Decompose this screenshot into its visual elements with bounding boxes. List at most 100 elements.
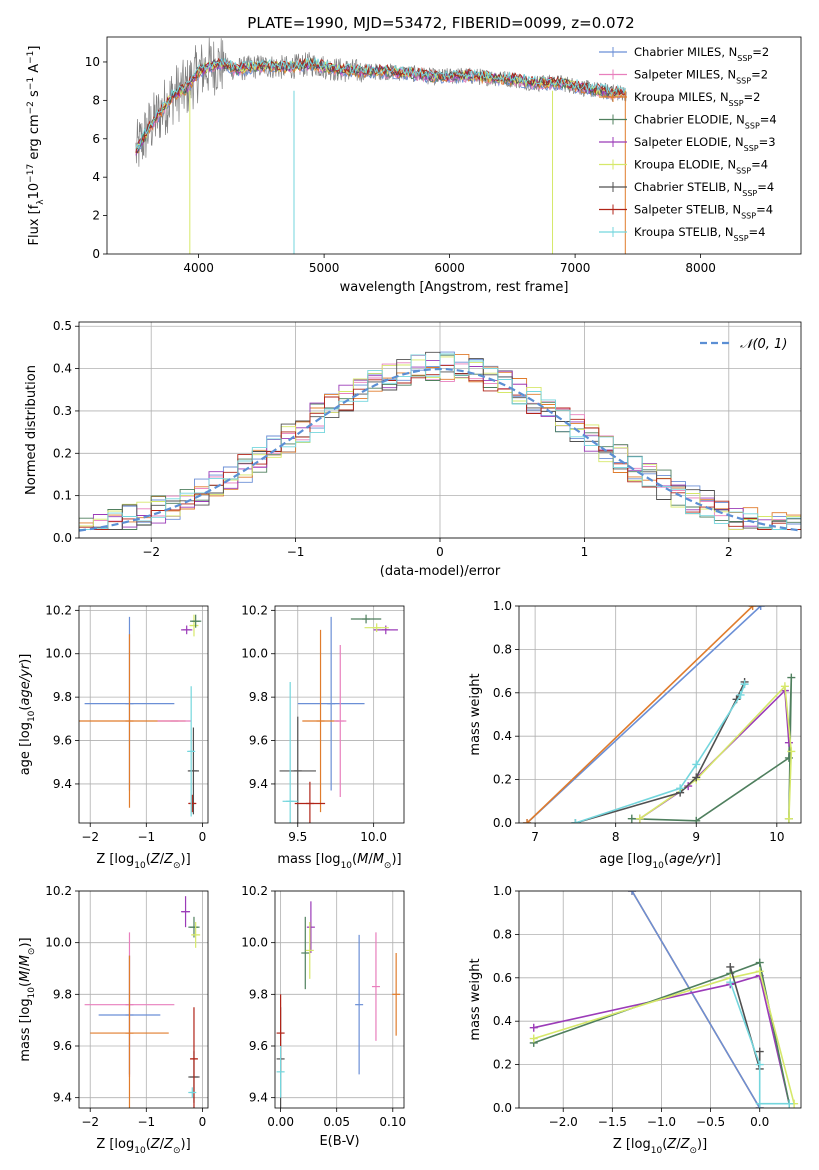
- age-vs-Z-panel: −2 −1 0 9.4 9.6 9.8 10.0 10.2 Z [log10(Z/Z⊙)] age…: [18, 603, 209, 871]
- axes-frame: [518, 890, 802, 1109]
- axes-frame: [518, 605, 802, 824]
- legend-label: Chabrier MILES, NSSP=2: [634, 45, 769, 63]
- mass-weight-vs-Z-panel: −2.0 −1.5 −1.0 −0.5 0.0 0.0 0.2 0.4 0.6 0.8 1.0 mas…: [468, 884, 802, 1156]
- errorbar-point: [181, 896, 191, 928]
- age-vs-mass-panel: 9.5 10.0 9.4 9.6 9.8 10.0 10.2 mass [log10(M/M⊙…: [241, 603, 405, 871]
- errorbar-point: [364, 623, 389, 633]
- y-tick-label: 0.4: [53, 362, 72, 376]
- errorbar-point: [306, 901, 315, 953]
- errorbar-point: [301, 916, 310, 990]
- errorbar-point: [350, 614, 382, 624]
- gaussian-curve: [79, 367, 801, 532]
- y-tick-label: 9.4: [53, 777, 72, 791]
- errorbar-point: [373, 625, 398, 635]
- axes-frame: [274, 605, 405, 824]
- y-tick-label: 1.0: [493, 884, 512, 898]
- axes-frame: [78, 605, 209, 824]
- x-tick-label: 9: [692, 830, 700, 844]
- x-tick-label: 10.0: [360, 830, 387, 844]
- x-tick-label: −1: [137, 1115, 155, 1129]
- y-tick-label: 0: [92, 247, 100, 261]
- mass-weight-lines: [529, 891, 799, 1108]
- y-axis-label: mass weight: [468, 673, 483, 755]
- legend-label: Chabrier STELIB, NSSP=4: [634, 180, 774, 198]
- axes-frame: [78, 890, 209, 1109]
- plus-marker: [755, 958, 764, 967]
- y-tick-label: 9.8: [53, 987, 72, 1001]
- x-tick-label: 0.00: [267, 1115, 294, 1129]
- y-tick-label: 0.2: [53, 446, 72, 460]
- plus-marker: [787, 747, 796, 756]
- x-tick-label: 1: [581, 545, 589, 559]
- plus-marker: [627, 814, 636, 823]
- x-tick-label: 7: [531, 830, 539, 844]
- x-axis-label: (data-model)/error: [380, 564, 501, 579]
- x-axis-label: Z [log10(Z/Z⊙)]: [96, 1137, 190, 1156]
- y-axis-label: mass weight: [468, 958, 483, 1040]
- mass-weight-vs-age-panel: 7 8 9 10 0.0 0.2 0.4 0.6 0.8 1.0 mass weight age [l…: [468, 599, 802, 871]
- errorbar-point: [355, 934, 364, 1075]
- plus-marker: [784, 814, 793, 823]
- y-tick-label: 9.4: [249, 777, 268, 791]
- y-tick-label: 9.8: [249, 987, 268, 1001]
- y-tick-label: 0.1: [53, 489, 72, 503]
- plus-marker: [529, 1023, 538, 1032]
- plus-marker: [676, 784, 685, 793]
- x-tick-label: 4000: [183, 261, 214, 275]
- x-axis-label: age [log10(age/yr)]: [599, 852, 721, 871]
- x-tick-label: 6000: [434, 261, 465, 275]
- y-tick-label: 10: [85, 55, 100, 69]
- y-tick-label: 0.3: [53, 404, 72, 418]
- y-tick-label: 0.2: [493, 773, 512, 787]
- spectrum-lines: [135, 37, 627, 254]
- y-tick-label: 9.4: [53, 1091, 72, 1105]
- y-tick-label: 9.6: [53, 734, 72, 748]
- y-tick-label: 10.0: [45, 936, 72, 950]
- y-tick-label: 1.0: [493, 599, 512, 613]
- y-tick-label: 0.0: [53, 531, 72, 545]
- plus-marker: [726, 978, 735, 987]
- errorbar-point: [187, 686, 196, 817]
- legend-label: 𝒩(0, 1): [740, 337, 787, 352]
- plus-marker: [756, 606, 765, 610]
- mass-weight-series: [639, 688, 790, 820]
- histogram-series: [79, 353, 801, 530]
- legend-label: Salpeter STELIB, NSSP=4: [634, 203, 773, 221]
- errorbar-point: [90, 955, 169, 1108]
- errorbars: [84, 896, 201, 1108]
- axes-frame: [274, 890, 405, 1109]
- errorbar-point: [188, 1087, 197, 1098]
- plus-marker: [692, 816, 701, 823]
- plus-marker: [755, 1047, 764, 1056]
- model-spectrum: [135, 61, 626, 151]
- plus-marker: [726, 962, 735, 971]
- legend-label: Kroupa STELIB, NSSP=4: [634, 225, 765, 243]
- model-spectrum: [135, 59, 626, 155]
- x-tick-label: −1: [287, 545, 305, 559]
- legend-label: Kroupa MILES, NSSP=2: [634, 90, 760, 108]
- errorbar-point: [279, 716, 316, 823]
- x-tick-label: 0.10: [379, 1115, 406, 1129]
- y-tick-label: 0.6: [493, 971, 512, 985]
- chart-title: PLATE=1990, MJD=53472, FIBERID=0099, z=0…: [247, 14, 634, 32]
- model-spectrum: [135, 57, 626, 154]
- axes-frame: [106, 36, 802, 255]
- y-tick-label: 8: [92, 93, 100, 107]
- histograms: [79, 351, 801, 532]
- plus-marker: [784, 738, 793, 747]
- x-tick-label: −1: [137, 830, 155, 844]
- x-tick-label: −2: [81, 1115, 99, 1129]
- x-axis-label: E(B-V): [319, 1134, 359, 1149]
- y-tick-label: 0.4: [493, 729, 512, 743]
- errorbar-point: [297, 616, 365, 791]
- errorbars: [276, 901, 401, 1108]
- mass-weight-series: [533, 970, 795, 1104]
- plus-marker: [748, 606, 757, 610]
- model-spectrum: [135, 56, 626, 150]
- errorbar-point: [181, 625, 193, 635]
- mass-weight-series: [729, 981, 790, 1105]
- plus-marker: [692, 773, 701, 782]
- y-tick-label: 10.2: [45, 884, 72, 898]
- plus-marker: [635, 814, 644, 823]
